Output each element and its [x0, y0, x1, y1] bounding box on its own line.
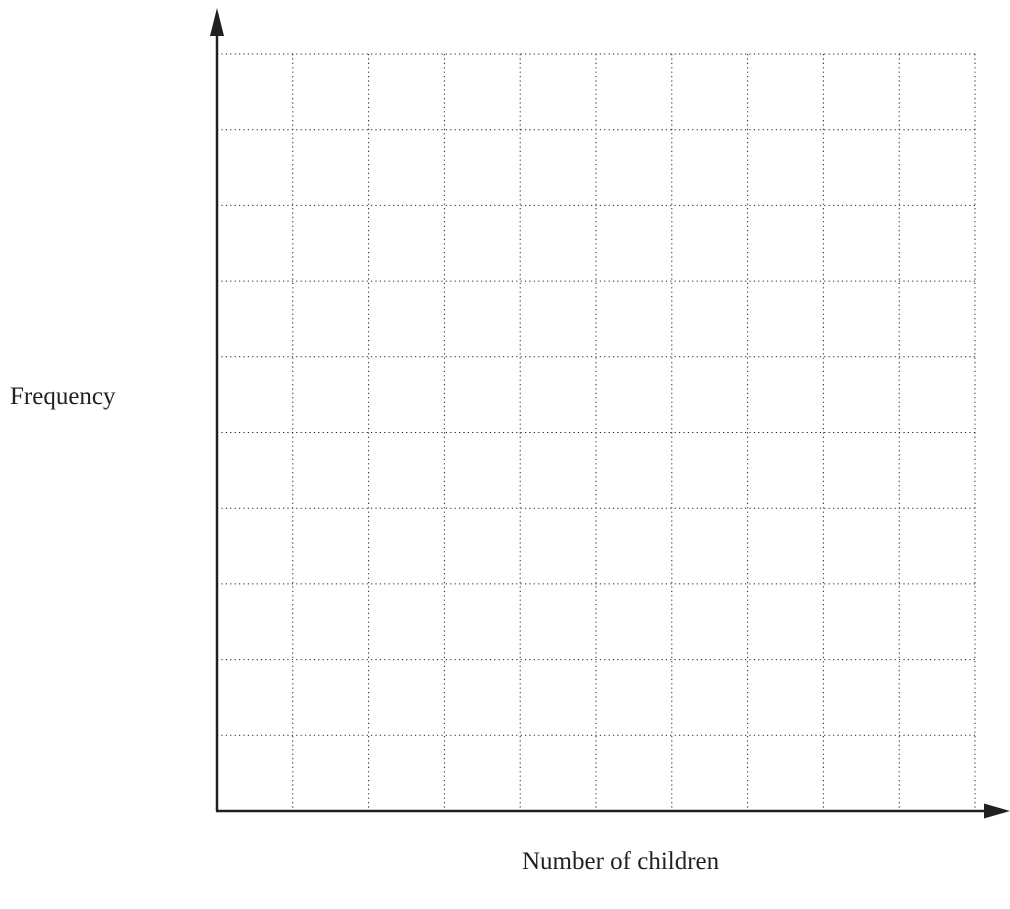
axes [210, 8, 1010, 819]
grid [217, 53, 976, 811]
x-axis-label: Number of children [522, 848, 720, 875]
y-axis-arrow-icon [210, 8, 224, 36]
x-axis-arrow-icon [984, 803, 1010, 819]
y-axis-label: Frequency [10, 383, 116, 410]
